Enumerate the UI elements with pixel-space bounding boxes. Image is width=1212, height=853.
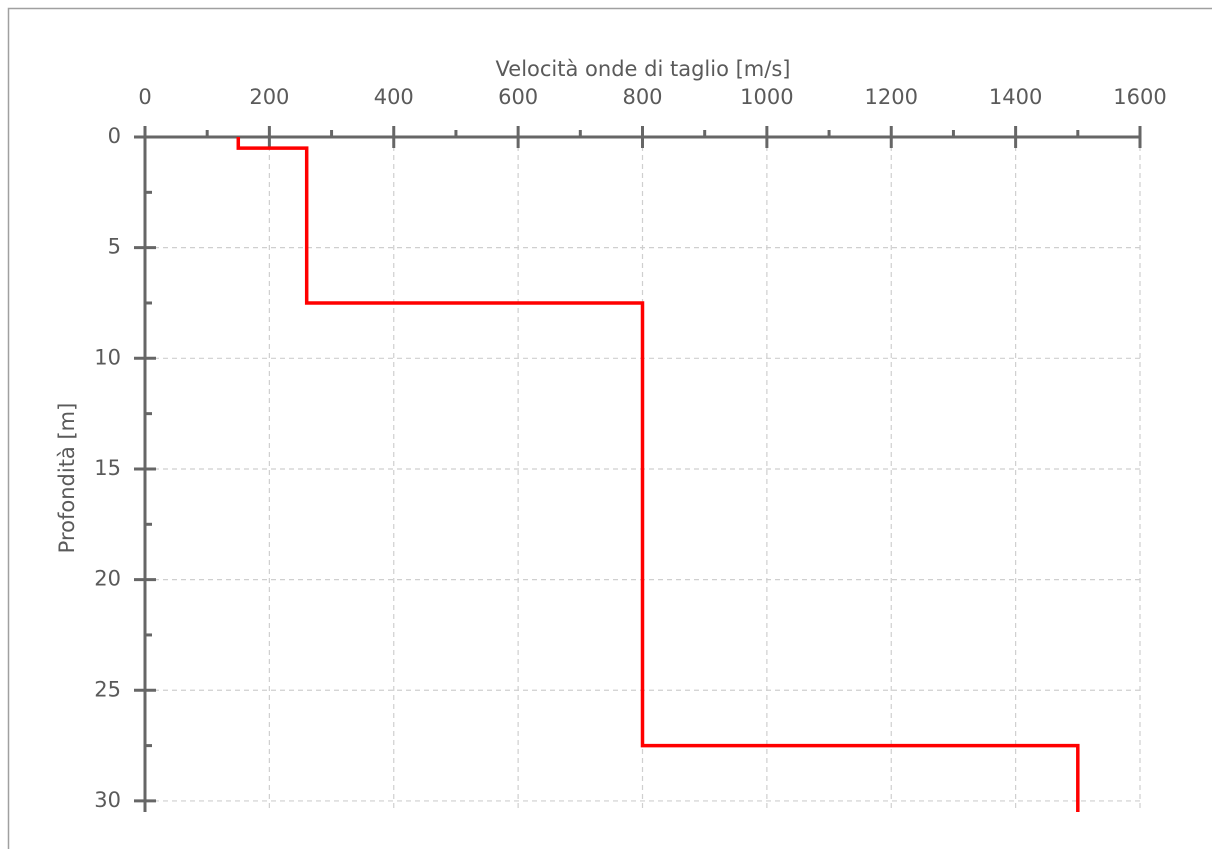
x-tick-label: 1600 [1113, 85, 1166, 109]
x-tick-label: 0 [138, 85, 151, 109]
x-tick-label: 200 [249, 85, 289, 109]
x-tick-label: 600 [498, 85, 538, 109]
y-tick-label: 10 [94, 345, 121, 369]
x-tick-label: 800 [622, 85, 662, 109]
frame [9, 9, 1212, 850]
y-axis-title: Profondità [m] [55, 403, 79, 554]
x-tick-label: 1400 [989, 85, 1042, 109]
x-tick-label: 1200 [865, 85, 918, 109]
y-tick-label: 5 [108, 235, 121, 259]
x-axis-title: Velocità onde di taglio [m/s] [496, 57, 791, 81]
y-tick-label: 30 [94, 788, 121, 812]
y-tick-label: 15 [94, 456, 121, 480]
x-tick-label: 400 [374, 85, 414, 109]
y-tick-label: 25 [94, 677, 121, 701]
data-line [238, 137, 1078, 812]
y-tick-label: 0 [108, 124, 121, 148]
x-tick-label: 1000 [740, 85, 793, 109]
y-tick-label: 20 [94, 567, 121, 591]
